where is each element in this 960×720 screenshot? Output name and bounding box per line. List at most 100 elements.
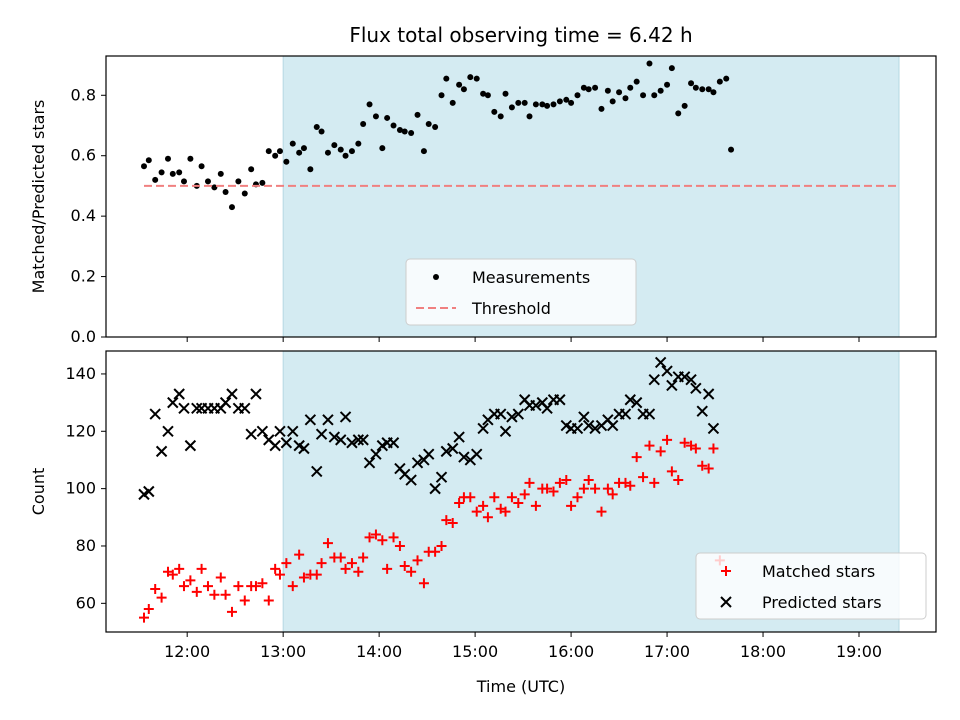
data-point — [477, 422, 489, 435]
data-point — [346, 558, 357, 569]
data-point — [702, 388, 715, 400]
y-tick-label: 0.4 — [71, 206, 96, 225]
data-point — [235, 178, 242, 185]
data-point — [418, 578, 429, 589]
data-point — [198, 163, 205, 170]
data-point — [411, 457, 424, 469]
legend-label: Measurements — [472, 268, 590, 287]
data-point — [167, 396, 179, 409]
data-point — [438, 92, 445, 99]
data-point — [556, 98, 563, 105]
data-point — [337, 146, 344, 153]
top-panel: 0.0 0.2 0.4 0.6 0.8 Flux total observing time… — [29, 23, 937, 346]
data-point — [257, 578, 268, 589]
data-point — [494, 408, 507, 420]
x-tick-label: 12:00 — [164, 642, 210, 661]
data-point — [263, 595, 274, 606]
data-point — [661, 365, 673, 377]
data-point — [625, 480, 636, 491]
data-point — [156, 592, 167, 603]
data-point — [173, 388, 185, 400]
data-point — [352, 434, 365, 446]
data-point — [294, 549, 305, 560]
data-point — [644, 440, 655, 451]
data-point — [304, 414, 317, 426]
data-point — [233, 581, 244, 592]
legend: Matched stars Predicted stars — [695, 552, 927, 620]
data-point — [582, 419, 595, 432]
data-point — [164, 155, 171, 162]
data-point — [541, 402, 553, 415]
data-point — [364, 532, 375, 543]
data-point — [287, 581, 298, 592]
data-point — [355, 140, 362, 147]
x-tick-label: 13:00 — [260, 642, 306, 661]
data-point — [281, 558, 292, 569]
data-point — [688, 80, 695, 87]
data-point — [580, 84, 587, 91]
data-point — [366, 101, 373, 108]
y-axis-label: Count — [29, 468, 48, 516]
x-tick-label: 17:00 — [644, 642, 690, 661]
legend-box — [695, 552, 927, 620]
data-point — [666, 466, 677, 477]
data-point — [513, 497, 524, 508]
data-point — [269, 439, 281, 452]
data-point — [624, 394, 636, 406]
data-point — [578, 483, 589, 494]
data-point — [530, 500, 541, 511]
data-point — [696, 405, 708, 417]
data-point — [370, 448, 382, 460]
data-point — [191, 402, 203, 415]
data-point — [406, 566, 417, 577]
data-point — [250, 388, 262, 400]
data-point — [649, 477, 660, 488]
data-point — [692, 84, 699, 91]
x-tick-label: 18:00 — [740, 642, 786, 661]
data-point — [339, 411, 352, 423]
data-point — [515, 99, 522, 106]
data-point — [568, 99, 575, 106]
legend-label: Threshold — [471, 299, 551, 318]
y-tick-label: 140 — [65, 364, 96, 383]
data-point — [342, 152, 349, 159]
data-point — [643, 408, 656, 420]
data-point — [506, 411, 518, 423]
data-point — [646, 60, 653, 67]
data-point — [315, 428, 328, 440]
data-point — [265, 148, 272, 155]
data-point — [544, 102, 551, 109]
data-point — [699, 86, 706, 93]
data-point — [678, 371, 691, 383]
series-measurements — [141, 60, 735, 211]
data-point — [215, 572, 226, 583]
data-point — [460, 86, 467, 93]
data-point — [480, 90, 487, 97]
data-point — [627, 84, 634, 91]
data-point — [471, 506, 482, 517]
data-point — [408, 130, 415, 137]
data-point — [324, 149, 331, 156]
data-point — [353, 566, 364, 577]
series-predicted-stars — [138, 356, 720, 501]
data-point — [239, 595, 250, 606]
legend: Measurements Threshold — [405, 258, 637, 326]
data-point — [340, 563, 351, 574]
data-point — [316, 558, 327, 569]
data-point — [508, 104, 515, 111]
data-point — [526, 113, 533, 120]
data-point — [436, 540, 447, 551]
data-point — [226, 388, 238, 400]
data-point — [425, 120, 432, 127]
data-point — [622, 95, 629, 102]
data-point — [167, 569, 178, 580]
data-point — [145, 157, 152, 164]
data-point — [248, 166, 255, 173]
data-point — [471, 448, 483, 460]
x-tick-label: 15:00 — [452, 642, 498, 661]
data-point — [390, 122, 397, 129]
data-point — [497, 113, 504, 120]
data-point — [241, 190, 248, 197]
data-point — [430, 546, 441, 557]
data-point — [270, 563, 281, 574]
